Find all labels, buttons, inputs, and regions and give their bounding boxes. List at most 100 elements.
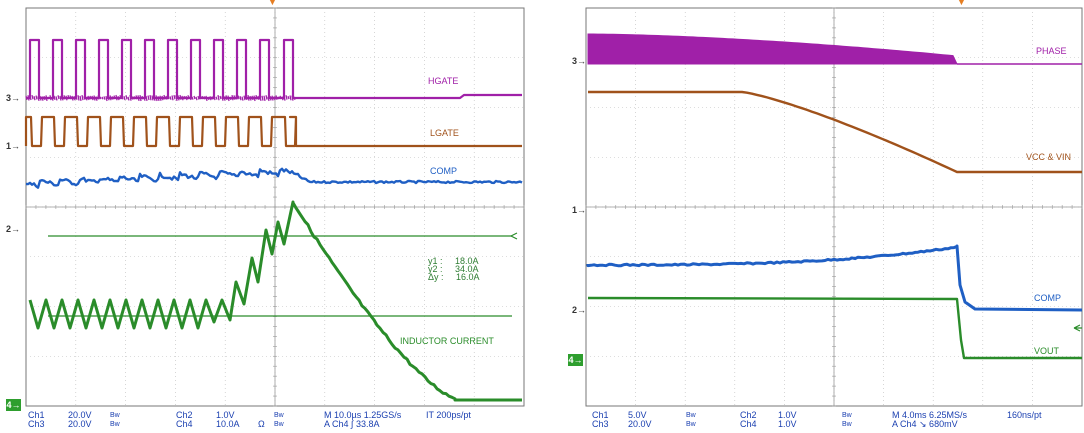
hgate-noise [37,96,40,101]
right-oscilloscope: ▼ 3→ 1→ 2→ 4→ PHASE VCC & VIN COMP VOUT … [562,0,1084,433]
hgate-noise [145,95,148,102]
hgate-noise [49,95,52,101]
hgate-noise [63,95,66,100]
hgate-noise [279,95,282,100]
hgate-noise [203,96,206,100]
hgate-noise [251,95,254,101]
hgate-noise [27,95,30,101]
hgate-noise [85,96,88,101]
hgate-noise [273,96,276,101]
hgate-noise [177,95,180,101]
hgate-noise [47,96,50,100]
hgate-noise [87,95,90,101]
phase-envelope [587,33,958,65]
hgate-noise [119,95,122,100]
hgate-noise [81,94,84,101]
hgate-noise [69,95,72,100]
hgate-noise [131,96,134,100]
hgate-noise [41,96,44,101]
hgate-noise [91,95,94,101]
hgate-noise [33,96,36,101]
ch2-marker: 2→ [572,305,587,315]
hgate-noise [89,95,92,100]
hgate-noise [235,95,238,100]
hgate-noise [261,95,264,101]
hgate-noise [167,95,170,100]
ch4-ground-marker: 4→ [568,354,583,366]
hgate-noise [187,95,190,100]
ch1-marker: 1→ [572,205,587,215]
hgate-noise [111,96,114,100]
hgate-noise [265,95,268,100]
hgate-noise [113,95,116,100]
hgate-noise [79,95,82,101]
comp-label: COMP [430,166,457,176]
hgate-noise [161,95,164,101]
ch1-marker: 1→ [6,141,21,151]
hgate-noise [237,95,240,100]
hgate-noise [39,95,42,101]
hgate-noise [253,95,256,102]
hgate-noise [59,95,62,101]
hgate-noise [185,95,188,101]
hgate-noise [151,95,154,101]
hgate-noise [135,95,138,100]
hgate-noise [287,95,290,100]
hgate-noise [245,96,248,101]
trigger-position-marker: ▼ [956,0,967,8]
vcc-vin-label: VCC & VIN [1026,152,1072,162]
hgate-noise [263,95,266,102]
hgate-noise [225,95,228,101]
hgate-noise [217,94,220,101]
hgate-noise [257,95,260,101]
hgate-noise [97,95,100,100]
hgate-noise [241,96,244,101]
hgate-noise [267,96,270,102]
hgate-noise [83,96,86,100]
comp-trace [25,167,523,189]
hgate-noise [289,95,292,101]
hgate-noise [281,96,284,101]
hgate-noise [275,95,278,100]
hgate-noise [127,96,130,101]
inductor-current-label: INDUCTOR CURRENT [400,336,494,346]
hgate-noise [179,94,182,100]
lgate-trace [24,115,522,148]
trigger-position-marker: ▼ [267,0,278,8]
hgate-noise [149,95,152,101]
hgate-noise [57,95,60,100]
hgate-noise [133,96,136,100]
hgate-noise [277,96,280,100]
hgate-noise [51,96,54,101]
hgate-noise [189,96,192,101]
hgate-noise [117,96,120,101]
hgate-noise [77,95,80,101]
hgate-noise [153,96,156,101]
left-scope-graticule [24,7,525,407]
hgate-noise [175,95,178,101]
hgate-noise [55,96,58,101]
hgate-noise [137,95,140,102]
hgate-noise [193,95,196,100]
hgate-noise [99,96,102,100]
hgate-noise [101,96,104,100]
comp-label: COMP [1034,293,1061,303]
hgate-noise [61,95,64,101]
hgate-noise [129,94,132,101]
hgate-noise [209,96,212,101]
hgate-noise [197,95,200,100]
hgate-noise [67,95,70,100]
hgate-noise [121,95,124,100]
hgate-noise [269,95,272,101]
hgate-noise [205,95,208,101]
cursor-measurements: y1 : 18.0A y2 : 34.0A Δy : 16.0A [428,256,480,282]
hgate-noise [233,95,236,100]
hgate-noise [155,95,158,102]
hgate-noise [159,95,162,101]
hgate-noise [259,96,262,101]
hgate-noise [213,95,216,101]
hgate-noise [231,94,234,101]
hgate-noise [211,96,214,100]
hgate-noise [143,96,146,101]
hgate-noise [173,94,176,100]
